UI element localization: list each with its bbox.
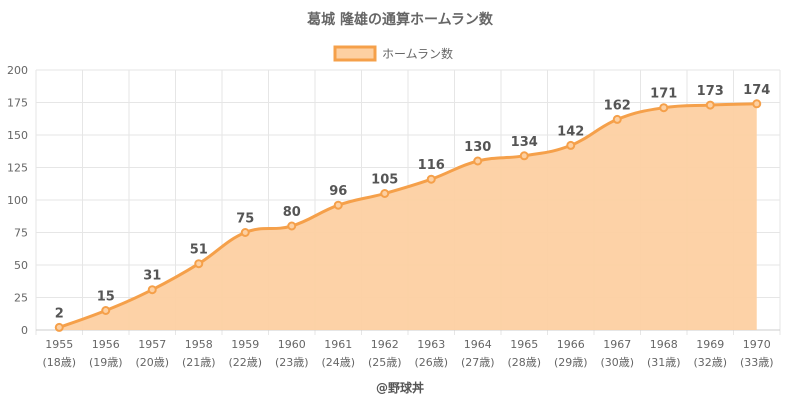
data-point bbox=[473, 156, 483, 166]
data-point bbox=[240, 228, 250, 237]
x-tick-label: 1962 bbox=[371, 338, 399, 351]
x-tick-age-label: (23歳) bbox=[275, 356, 309, 369]
x-tick-age-label: (24歳) bbox=[321, 356, 355, 369]
x-tick-label: 1957 bbox=[138, 338, 166, 351]
data-label: 134 bbox=[511, 135, 538, 150]
y-tick-label: 75 bbox=[14, 227, 28, 240]
data-point bbox=[287, 221, 297, 231]
x-tick-age-label: (28歳) bbox=[507, 356, 541, 369]
legend-label: ホームラン数 bbox=[382, 46, 453, 61]
data-point bbox=[380, 189, 390, 198]
x-tick-age-label: (22歳) bbox=[228, 356, 262, 369]
x-tick-label: 1961 bbox=[324, 338, 352, 351]
credit: @野球丼 bbox=[376, 380, 424, 395]
x-tick-age-label: (29歳) bbox=[554, 356, 588, 369]
data-label: 51 bbox=[190, 243, 208, 258]
data-point bbox=[519, 151, 529, 161]
data-point bbox=[426, 174, 436, 184]
x-axis: 1955 (18歳) 1956 (19歳) 1957 (20歳) 1958 (21歳) 1959… bbox=[42, 338, 773, 369]
data-label: 130 bbox=[464, 140, 491, 155]
x-tick-label: 1955 bbox=[45, 338, 73, 351]
data-point bbox=[705, 100, 715, 110]
data-label: 173 bbox=[697, 84, 724, 99]
data-point bbox=[194, 259, 204, 269]
data-point bbox=[659, 103, 669, 113]
y-tick-label: 50 bbox=[14, 259, 28, 272]
y-tick-label: 125 bbox=[7, 162, 28, 175]
x-tick-label: 1964 bbox=[464, 338, 492, 351]
x-tick-label: 1968 bbox=[650, 338, 678, 351]
data-label: 162 bbox=[604, 98, 631, 113]
data-label: 75 bbox=[236, 212, 254, 227]
data-label: 80 bbox=[283, 205, 301, 220]
data-label: 2 bbox=[55, 306, 64, 321]
data-point bbox=[752, 99, 762, 109]
x-tick-age-label: (31歳) bbox=[647, 356, 681, 369]
y-tick-label: 25 bbox=[14, 292, 28, 305]
x-tick-age-label: (21歳) bbox=[182, 356, 216, 369]
data-points bbox=[54, 99, 762, 332]
data-label: 171 bbox=[650, 87, 677, 102]
x-tick-label: 1959 bbox=[231, 338, 259, 351]
x-tick-age-label: (18歳) bbox=[42, 356, 76, 369]
x-tick-age-label: (25歳) bbox=[368, 356, 402, 369]
legend-swatch bbox=[333, 45, 377, 62]
x-tick-label: 1956 bbox=[92, 338, 120, 351]
y-tick-label: 150 bbox=[7, 129, 28, 142]
x-tick-label: 1960 bbox=[278, 338, 306, 351]
data-point bbox=[147, 285, 157, 295]
y-tick-label: 175 bbox=[7, 97, 28, 110]
x-tick-label: 1969 bbox=[696, 338, 724, 351]
chart-title: 葛城 隆雄の通算ホームラン数 bbox=[306, 11, 494, 28]
x-tick-label: 1967 bbox=[603, 338, 631, 351]
data-point bbox=[612, 114, 622, 124]
x-tick-label: 1970 bbox=[743, 338, 771, 351]
data-label: 96 bbox=[329, 184, 347, 199]
data-point bbox=[333, 200, 343, 210]
legend[interactable]: ホームラン数 bbox=[333, 45, 453, 62]
x-tick-age-label: (32歳) bbox=[693, 356, 727, 369]
y-axis: 0 25 50 75 100 125 150 175 200 bbox=[7, 64, 28, 337]
data-point bbox=[54, 322, 64, 332]
data-point bbox=[101, 306, 111, 315]
y-tick-label: 100 bbox=[7, 194, 28, 207]
data-label: 142 bbox=[557, 124, 584, 139]
data-labels: 2 15 31 51 75 80 96 105 116 130 134 142 162 171 173 174 bbox=[55, 83, 771, 322]
x-tick-age-label: (33歳) bbox=[740, 356, 774, 369]
x-tick-age-label: (27歳) bbox=[461, 356, 495, 369]
x-tick-age-label: (26歳) bbox=[414, 356, 448, 369]
x-tick-label: 1965 bbox=[510, 338, 538, 351]
area-fill bbox=[59, 103, 757, 330]
x-tick-label: 1963 bbox=[417, 338, 445, 351]
data-point bbox=[566, 140, 576, 150]
data-label: 105 bbox=[371, 173, 398, 188]
x-tick-label: 1958 bbox=[185, 338, 213, 351]
data-label: 174 bbox=[743, 83, 770, 98]
x-tick-age-label: (20歳) bbox=[135, 356, 169, 369]
x-tick-age-label: (19歳) bbox=[89, 356, 123, 369]
data-label: 31 bbox=[143, 269, 161, 284]
data-label: 15 bbox=[97, 290, 115, 305]
series-line bbox=[58, 102, 757, 329]
y-tick-label: 200 bbox=[7, 64, 28, 77]
y-tick-label: 0 bbox=[21, 324, 28, 337]
data-label: 116 bbox=[418, 158, 445, 173]
x-tick-label: 1966 bbox=[557, 338, 585, 351]
x-tick-age-label: (30歳) bbox=[600, 356, 634, 369]
